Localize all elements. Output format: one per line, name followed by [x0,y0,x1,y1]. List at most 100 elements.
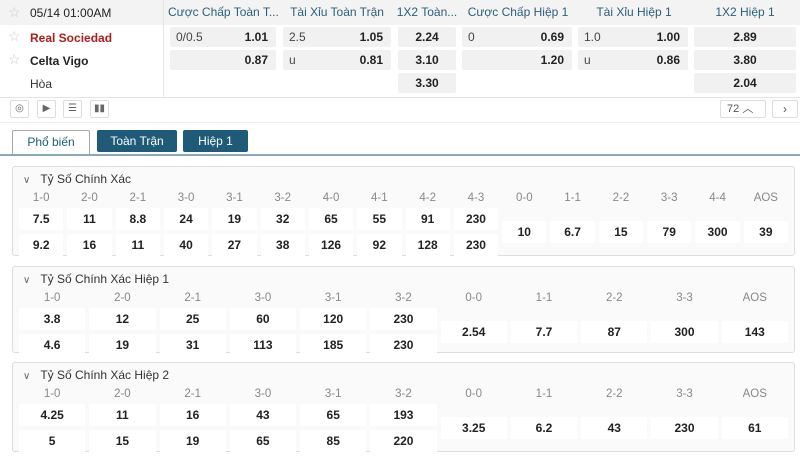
odds-cell[interactable]: 16 [67,234,112,256]
odds-cell[interactable]: 185 [300,334,367,356]
stats-icon-button[interactable]: ◎ [10,100,29,118]
odds-cell[interactable]: 40 [163,234,209,256]
odds-1x2-h1-draw[interactable]: 2.04 [694,73,796,93]
odds-cell[interactable]: 79 [647,221,692,243]
odds-cell[interactable]: 31 [159,334,226,356]
odds-cell[interactable]: 87 [581,321,648,343]
odds-cell[interactable]: 85 [300,430,367,452]
odds-cell[interactable]: 32 [260,208,305,230]
odds-cell[interactable]: 300 [695,221,740,243]
odds-cell[interactable]: 65 [300,404,367,426]
odds-cell[interactable]: 12 [89,308,156,330]
odds-cell[interactable]: 10 [502,221,547,243]
odds-1x2-ft-home[interactable]: 2.24 [398,27,456,47]
odds-cell[interactable]: 11 [67,208,112,230]
odds-cell[interactable]: 126 [308,234,354,256]
odds-ou-h1-over[interactable]: 1.0 1.00 [578,27,688,47]
odds-cell[interactable]: 43 [229,404,297,426]
odds-cell[interactable]: 230 [370,308,437,330]
odds-ou-ft-over[interactable]: 2.5 1.05 [283,27,391,47]
odds-cell[interactable]: 11 [115,234,160,256]
star-icon[interactable]: ☆ [8,4,21,20]
odds-1x2-ft-draw[interactable]: 3.30 [398,73,456,93]
odds-1x2-ft-away[interactable]: 3.10 [398,50,456,70]
odds-cell[interactable]: 128 [405,234,450,256]
tab-popular[interactable]: Phổ biến [12,130,90,156]
odds-cell[interactable]: 143 [721,321,788,343]
odds-ah-h1-home[interactable]: 0 0.69 [462,27,572,47]
next-button[interactable]: › [772,100,798,118]
odds-ah-ft-home[interactable]: 0/0.5 1.01 [170,27,276,47]
favorite-away-star-icon[interactable]: ☆ [8,51,21,67]
chevron-right-icon: › [783,102,787,116]
tab-full-time[interactable]: Toàn Trận [97,130,177,152]
score-column: 1-0 4.25 5 [19,386,86,456]
odds-cell[interactable]: 15 [598,221,644,243]
odds-cell[interactable]: 61 [721,417,788,439]
list-icon-button[interactable]: ☰ [63,100,82,118]
odds-cell[interactable]: 230 [453,208,499,230]
odds-cell[interactable]: 25 [159,308,226,330]
play-icon-button[interactable]: ▶ [37,100,56,118]
favorite-home-star-icon[interactable]: ☆ [8,28,21,44]
odds-cell[interactable]: 7.5 [19,208,64,230]
odds-cell[interactable]: 27 [212,234,257,256]
odds-cell[interactable]: 8.8 [115,208,160,230]
score-column: 2-1 25 31 [159,290,226,360]
odds-cell[interactable]: 11 [89,404,156,426]
section-header[interactable]: ∨ Tỷ Số Chính Xác Hiệp 2 [23,368,169,382]
odds-cell[interactable]: 230 [651,417,718,439]
odds-ah-ft-away[interactable]: 0.87 [170,50,276,70]
odds-cell[interactable]: 300 [651,321,718,343]
odds-1x2-h1-home[interactable]: 2.89 [694,27,796,47]
odds-ou-ft-under[interactable]: u 0.81 [283,50,391,70]
odds-ah-h1-away[interactable]: 1.20 [462,50,572,70]
odds-1x2-h1-away[interactable]: 3.80 [694,50,796,70]
score-label: 4-3 [467,192,485,204]
score-column: 2-2 43 [581,386,648,456]
odds-cell[interactable]: 113 [229,334,297,356]
more-markets-button[interactable]: 72 ︿ [720,100,766,118]
score-column: 1-1 6.2 [510,386,578,456]
odds-cell[interactable]: 16 [159,404,226,426]
odds-cell[interactable]: 19 [212,208,257,230]
odds-cell[interactable]: 38 [260,234,305,256]
odds-cell[interactable]: 4.6 [19,334,86,356]
odds-cell[interactable]: 2.54 [440,321,507,343]
score-column: 4-2 91 128 [405,190,450,260]
tab-first-half[interactable]: Hiệp 1 [183,130,248,152]
odds-cell[interactable]: 19 [89,334,156,356]
score-label: 3-3 [676,292,693,304]
odds-cell[interactable]: 65 [229,430,297,452]
odds-cell[interactable]: 5 [19,430,86,452]
section-header[interactable]: ∨ Tỷ Số Chính Xác [23,172,131,186]
score-label: 4-0 [322,192,340,204]
section-header[interactable]: ∨ Tỷ Số Chính Xác Hiệp 1 [23,272,169,286]
odds-cell[interactable]: 3.25 [440,417,507,439]
odds-cell[interactable]: 24 [163,208,209,230]
odds-cell[interactable]: 19 [159,430,226,452]
odds-cell[interactable]: 7.7 [510,321,578,343]
odds-cell[interactable]: 6.2 [510,417,578,439]
odds-cell[interactable]: 91 [405,208,450,230]
odds-cell[interactable]: 92 [357,234,402,256]
odds-cell[interactable]: 15 [89,430,156,452]
odds-cell[interactable]: 9.2 [19,234,64,256]
score-column: 3-3 79 [647,190,692,260]
odds-ou-h1-under[interactable]: u 0.86 [578,50,688,70]
odds-cell[interactable]: 230 [370,334,437,356]
chart-icon-button[interactable]: ▮▮ [90,100,109,118]
odds-cell[interactable]: 4.25 [19,404,86,426]
odds-cell[interactable]: 230 [453,234,499,256]
odds-cell[interactable]: 39 [743,221,788,243]
odds-cell[interactable]: 65 [308,208,354,230]
odds-cell[interactable]: 6.7 [550,221,595,243]
odds-cell[interactable]: 3.8 [19,308,86,330]
odds-cell[interactable]: 60 [229,308,297,330]
odds-cell[interactable]: 55 [357,208,402,230]
odds-cell[interactable]: 193 [370,404,437,426]
odds-cell[interactable]: 120 [300,308,367,330]
odds-cell[interactable]: 43 [581,417,648,439]
odds-cell[interactable]: 220 [370,430,437,452]
divider [0,122,800,123]
